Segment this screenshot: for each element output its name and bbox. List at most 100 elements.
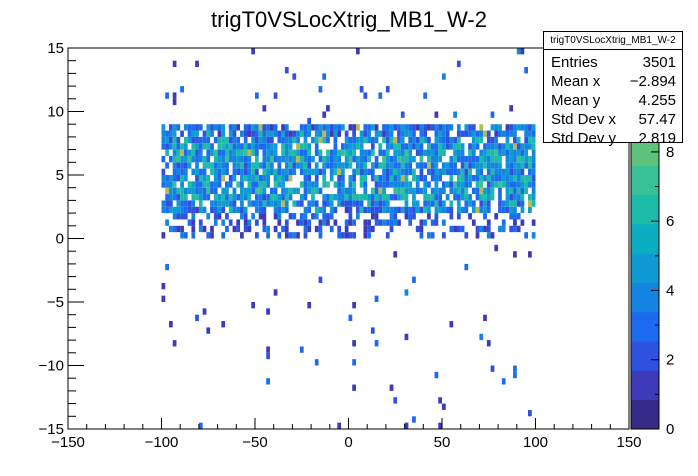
heatmap-bin: [225, 194, 229, 201]
heatmap-bin: [385, 219, 390, 226]
heatmap-bin: [198, 181, 203, 188]
heatmap-bin: [505, 175, 510, 182]
heatmap-bin: [520, 200, 525, 207]
heatmap-bin: [516, 143, 521, 150]
heatmap-bin: [494, 168, 499, 175]
heatmap-bin: [367, 136, 371, 144]
heatmap-bin: [393, 219, 398, 226]
heatmap-bin: [374, 130, 379, 137]
heatmap-bin: [513, 251, 517, 258]
heatmap-bin: [367, 168, 371, 175]
heatmap-bin: [183, 149, 188, 156]
heatmap-bin: [344, 200, 349, 207]
heatmap-bin: [509, 168, 514, 175]
heatmap-bin: [288, 194, 293, 201]
heatmap-bin: [198, 200, 203, 207]
heatmap-bin: [258, 162, 263, 169]
heatmap-bin: [273, 143, 278, 150]
heatmap-bin: [397, 194, 401, 201]
heatmap-bin: [232, 149, 237, 156]
heatmap-bin: [528, 409, 532, 417]
heatmap-bin: [288, 149, 293, 156]
heatmap-bin: [423, 200, 428, 207]
heatmap-bin: [404, 194, 409, 201]
x-tick-label: 50: [434, 434, 451, 451]
heatmap-bin: [382, 124, 386, 131]
heatmap-bin: [243, 219, 248, 226]
heatmap-bin: [385, 86, 390, 93]
heatmap-bin: [165, 200, 169, 207]
y-tick-label: −10: [39, 358, 64, 375]
heatmap-bin: [393, 124, 398, 131]
colorbar-segment: [631, 194, 659, 225]
heatmap-bin: [217, 168, 222, 175]
heatmap-bin: [243, 175, 248, 182]
heatmap-bin: [299, 143, 304, 150]
heatmap-bin: [303, 130, 308, 137]
heatmap-bin: [464, 200, 469, 207]
heatmap-bin: [397, 143, 401, 150]
heatmap-bin: [322, 162, 327, 169]
heatmap-bin: [195, 155, 199, 163]
heatmap-bin: [228, 155, 233, 163]
heatmap-bin: [299, 194, 304, 201]
heatmap-bin: [314, 149, 319, 156]
heatmap-bin: [449, 168, 454, 175]
heatmap-bin: [210, 130, 214, 137]
heatmap-bin: [382, 136, 386, 144]
heatmap-bin: [288, 232, 293, 239]
heatmap-bin: [483, 213, 487, 220]
heatmap-bin: [247, 181, 252, 188]
heatmap-bin: [486, 187, 491, 195]
heatmap-bin: [404, 289, 409, 296]
y-tick-label: −5: [47, 294, 64, 311]
heatmap-bin: [520, 206, 525, 214]
heatmap-bin: [400, 168, 405, 175]
heatmap-bin: [442, 232, 446, 239]
heatmap-bin: [479, 200, 484, 207]
heatmap-bin: [389, 136, 394, 144]
heatmap-bin: [198, 136, 203, 144]
stats-title: trigT0VSLocXtrig_MB1_W-2: [544, 32, 682, 50]
heatmap-bin: [228, 200, 233, 207]
heatmap-bin: [509, 200, 514, 207]
heatmap-bin: [187, 136, 192, 144]
heatmap-bin: [456, 136, 461, 144]
heatmap-bin: [374, 206, 379, 214]
heatmap-bin: [213, 213, 218, 220]
heatmap-bin: [168, 143, 173, 150]
heatmap-bin: [195, 143, 199, 150]
heatmap-bin: [341, 232, 345, 239]
heatmap-bin: [490, 181, 495, 188]
heatmap-bin: [213, 155, 218, 163]
heatmap-bin: [400, 194, 405, 201]
heatmap-bin: [479, 194, 484, 201]
heatmap-bin: [378, 92, 383, 99]
heatmap-bin: [269, 124, 274, 131]
heatmap-bin: [531, 143, 536, 150]
heatmap-bin: [531, 219, 536, 226]
heatmap-bin: [284, 130, 289, 137]
heatmap-bin: [255, 219, 259, 226]
heatmap-bin: [430, 149, 435, 156]
heatmap-bin: [348, 124, 353, 131]
colorbar-segment: [631, 253, 659, 283]
heatmap-bin: [389, 143, 394, 150]
heatmap-bin: [202, 130, 207, 137]
heatmap-bin: [524, 155, 529, 163]
heatmap-bin: [307, 302, 312, 309]
stats-entries: Entries 3501: [544, 53, 682, 72]
heatmap-bin: [438, 187, 442, 195]
heatmap-bin: [314, 175, 319, 182]
heatmap-bin: [498, 155, 502, 163]
heatmap-bin: [486, 340, 491, 347]
mean-y-value: 4.255: [638, 92, 676, 109]
heatmap-bin: [168, 155, 173, 163]
heatmap-bin: [385, 232, 390, 239]
heatmap-bin: [505, 162, 510, 169]
heatmap-bin: [172, 155, 177, 163]
heatmap-bin: [262, 225, 267, 233]
heatmap-bin: [255, 200, 259, 207]
heatmap-bin: [408, 219, 413, 226]
heatmap-bin: [277, 213, 282, 220]
